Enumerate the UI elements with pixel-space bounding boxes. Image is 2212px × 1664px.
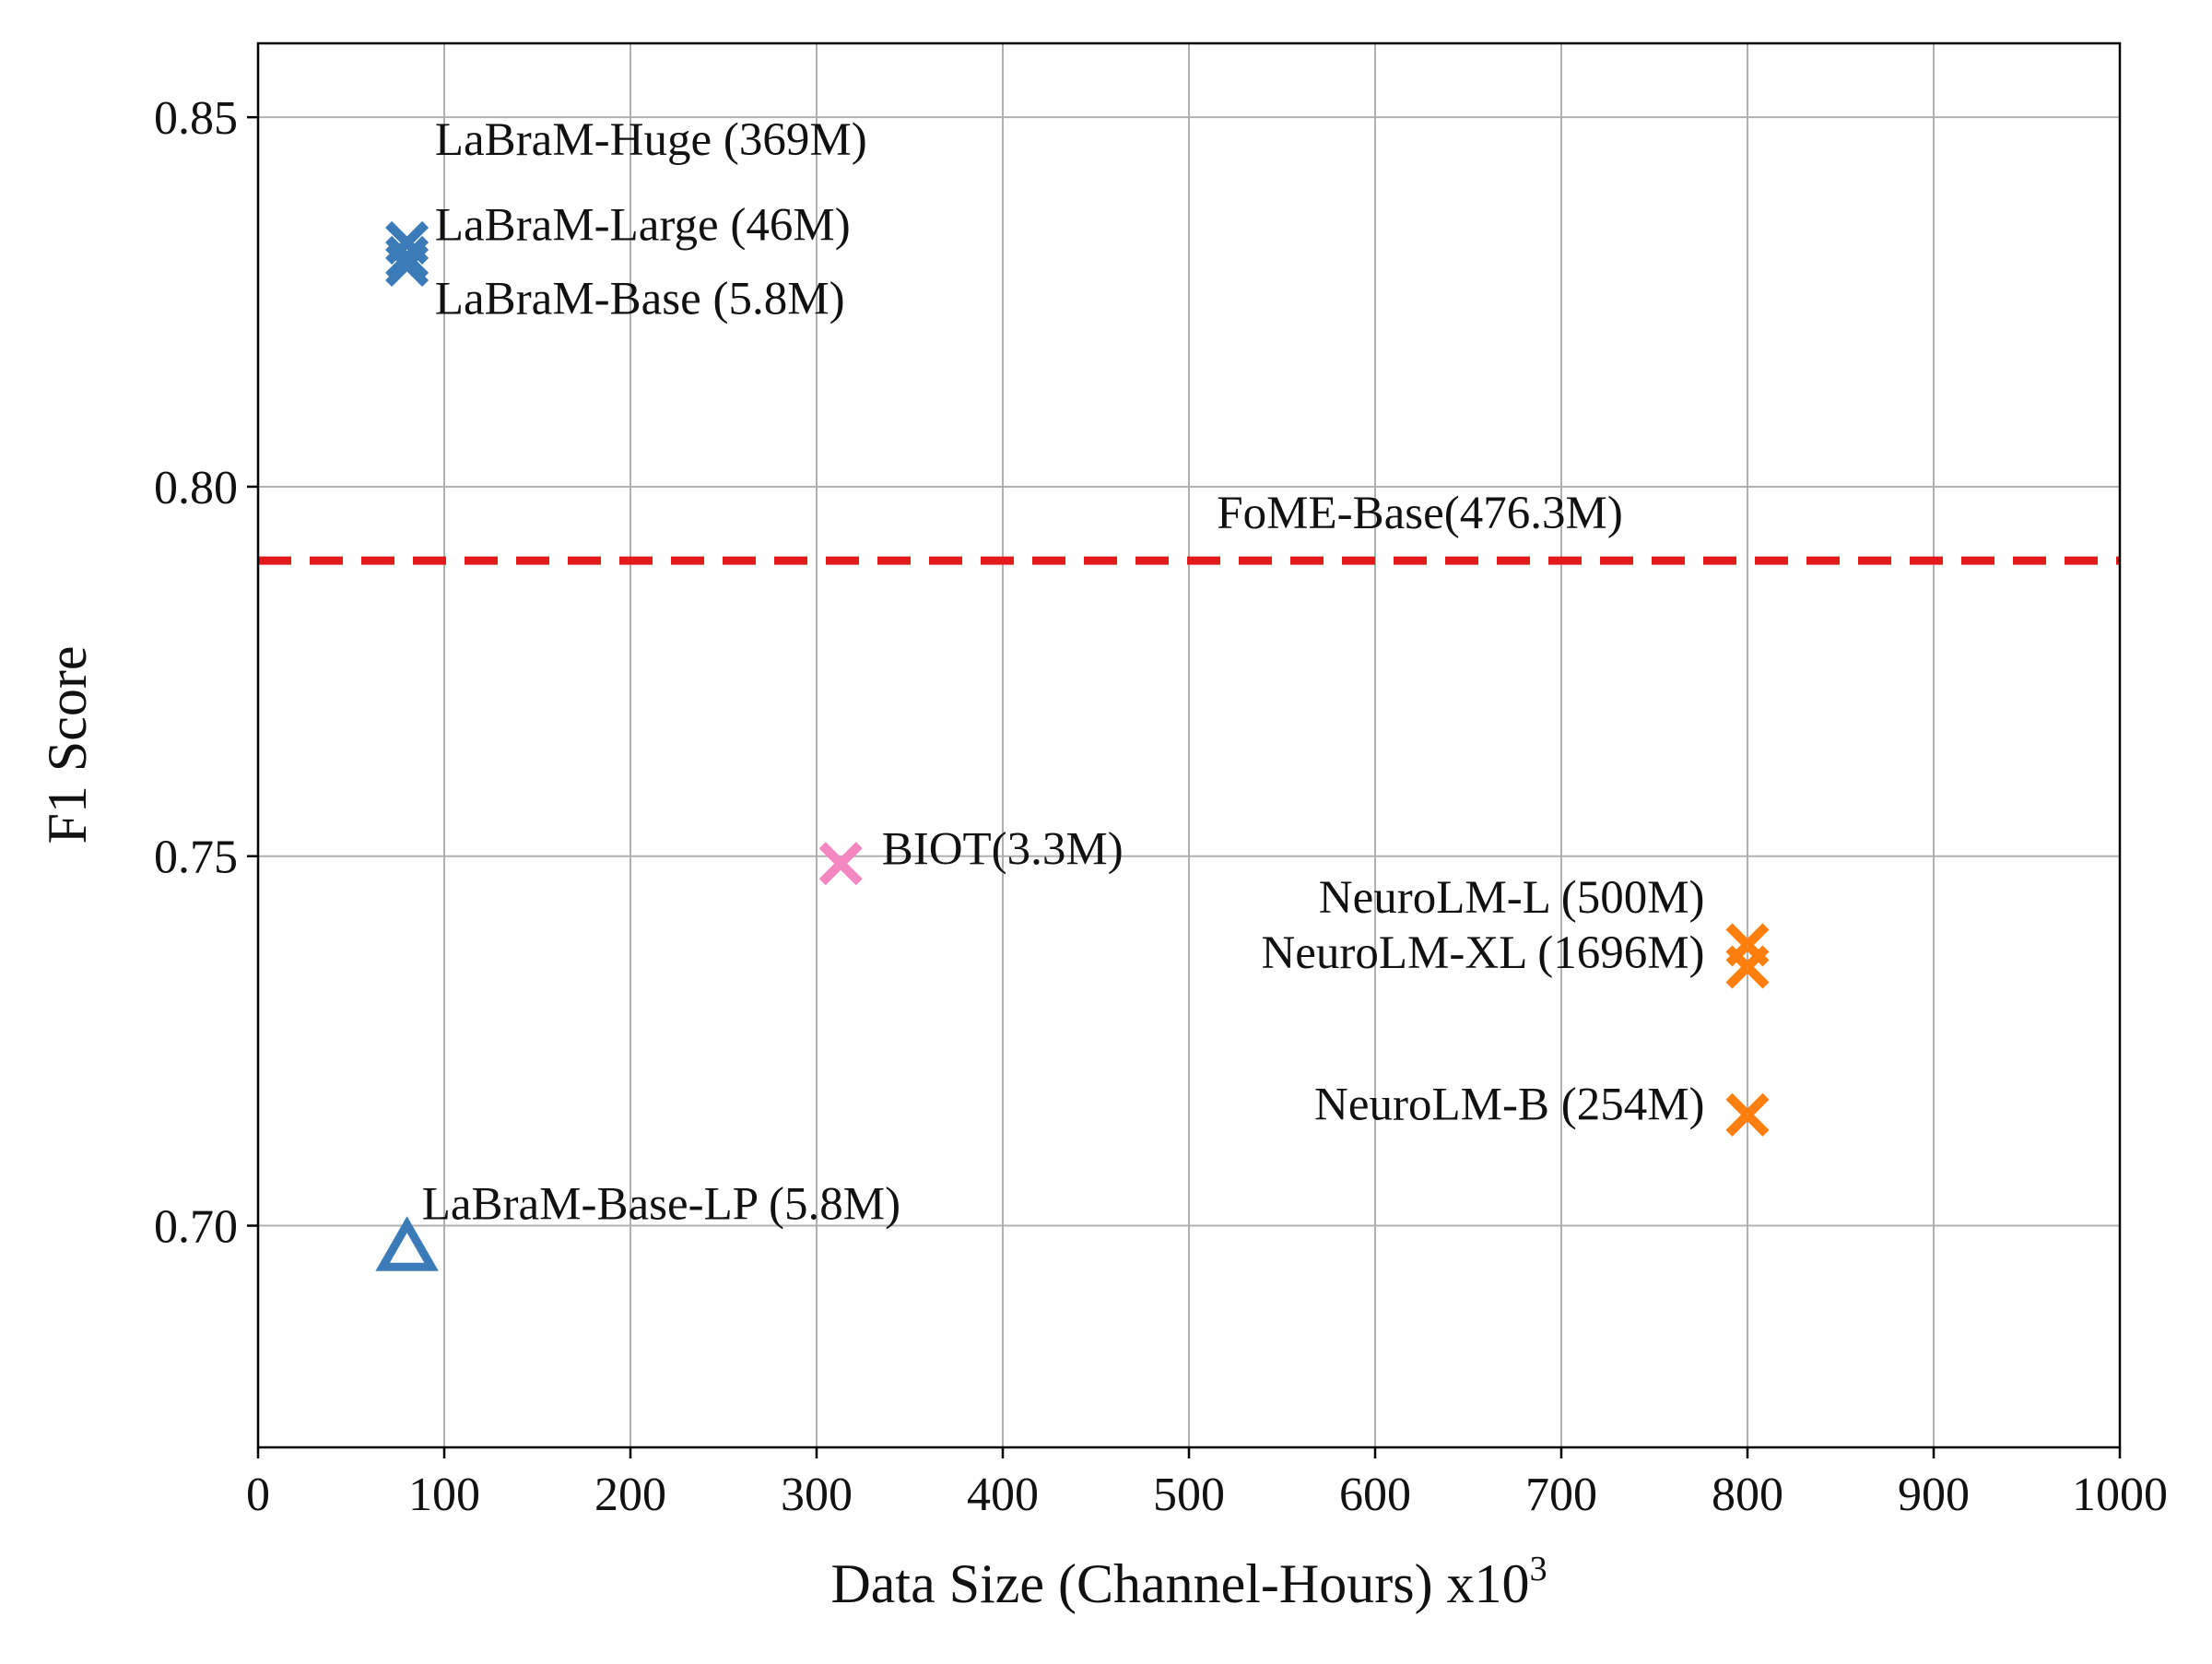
labram-large-46m-marker (385, 235, 429, 279)
biot-3-3m-marker (818, 842, 863, 886)
x-tick-label: 800 (1712, 1469, 1783, 1521)
neurolm-b-254m-marker-stroke-b (1725, 1092, 1770, 1137)
labram-base-5-8m-marker-stroke-b (385, 242, 429, 288)
x-tick-label: 0 (246, 1469, 270, 1521)
grid-layer (258, 43, 2120, 1447)
neurolm-l-500m-label: NeuroLM-L (500M) (1319, 872, 1705, 924)
y-tick-label: 0.70 (154, 1201, 238, 1254)
labram-base-lp-5-8m-marker (375, 1216, 439, 1271)
biot-3-3m-marker-stroke-b (818, 842, 863, 886)
neurolm-xl-1696m-marker (1725, 945, 1770, 989)
labram-large-46m-label: LaBraM-Large (46M) (435, 199, 851, 251)
x-axis-label: Data Size (Channel-Hours) x103 (830, 1550, 1547, 1614)
x-tick-label: 300 (781, 1469, 853, 1521)
neurolm-b-254m-marker (1725, 1092, 1770, 1137)
neurolm-b-254m-label: NeuroLM-B (254M) (1314, 1079, 1705, 1130)
labram-base-lp-5-8m-label: LaBraM-Base-LP (5.8M) (422, 1178, 900, 1230)
x-tick-label: 200 (594, 1469, 666, 1521)
biot-3-3m-label: BIOT(3.3M) (882, 824, 1124, 876)
neurolm-xl-1696m-marker-stroke-b (1725, 945, 1770, 989)
y-axis-label: F1 Score (37, 646, 98, 844)
labram-large-46m-marker-stroke-b (385, 235, 429, 279)
marker-layer (375, 220, 1770, 1271)
y-tick-label: 0.80 (154, 462, 238, 514)
x-tick-label: 900 (1898, 1469, 1970, 1521)
neurolm-xl-1696m-label: NeuroLM-XL (1696M) (1261, 927, 1704, 979)
labram-base-5-8m-label: LaBraM-Base (5.8M) (435, 274, 845, 325)
tick-layer: 0 100 200 300 400 500 600 700 800 900 1000 0.70 0.75… (154, 92, 2168, 1521)
labram-huge-369m-label: LaBraM-Huge (369M) (435, 114, 867, 166)
x-tick-label: 400 (967, 1469, 1039, 1521)
x-tick-label: 1000 (2072, 1469, 2168, 1521)
x-tick-label: 500 (1153, 1469, 1225, 1521)
annotation-layer: LaBraM-Huge (369M) LaBraM-Large (46M) LaBr… (422, 114, 1705, 1230)
x-axis-label-superscript: 3 (1530, 1550, 1547, 1588)
x-tick-label: 700 (1525, 1469, 1597, 1521)
x-tick-label: 600 (1339, 1469, 1411, 1521)
x-tick-label: 100 (408, 1469, 480, 1521)
labram-base-5-8m-marker (385, 242, 429, 288)
fome-base-476-3m-label: FoME-Base(476.3M) (1217, 488, 1623, 539)
y-tick-label: 0.85 (154, 92, 238, 145)
y-tick-label: 0.75 (154, 832, 238, 884)
